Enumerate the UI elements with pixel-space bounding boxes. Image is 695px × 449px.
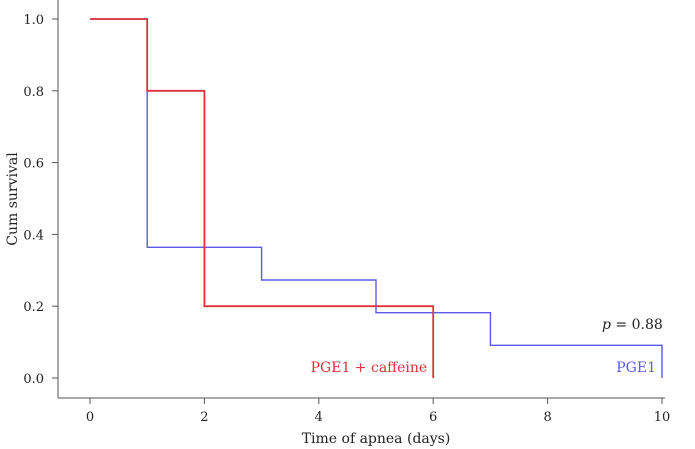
x-tick-label: 4 [315,410,323,425]
x-tick-label: 8 [543,410,551,425]
series-label-pge1-caffeine: PGE1 + caffeine [311,360,428,376]
series-line-pge1 [90,18,663,378]
x-tick-label: 6 [429,410,437,425]
p-value: = 0.88 [611,317,663,333]
y-tick-label: 0.0 [23,372,44,387]
series-line-pge1-caffeine [90,18,435,378]
x-axis-title: Time of apnea (days) [302,431,451,447]
y-tick-label: 0.4 [23,228,44,243]
axes [57,0,665,399]
x-tick-label: 2 [200,410,208,425]
y-axis-title: Cum survival [5,152,21,246]
x-ticks: 0 2 4 6 8 10 [86,398,670,425]
y-tick-label: 0.8 [23,85,44,100]
p-value-annotation: p = 0.88 [602,317,663,333]
series-layer [90,18,663,378]
p-symbol: p [602,317,611,333]
y-tick-label: 0.2 [23,300,44,315]
series-label-pge1: PGE1 [616,360,656,376]
y-ticks: 0.0 0.2 0.4 0.6 0.8 1.0 [23,13,58,387]
y-tick-label: 1.0 [23,13,44,28]
x-tick-label: 0 [86,410,94,425]
x-tick-label: 10 [654,410,671,425]
y-tick-label: 0.6 [23,157,44,172]
